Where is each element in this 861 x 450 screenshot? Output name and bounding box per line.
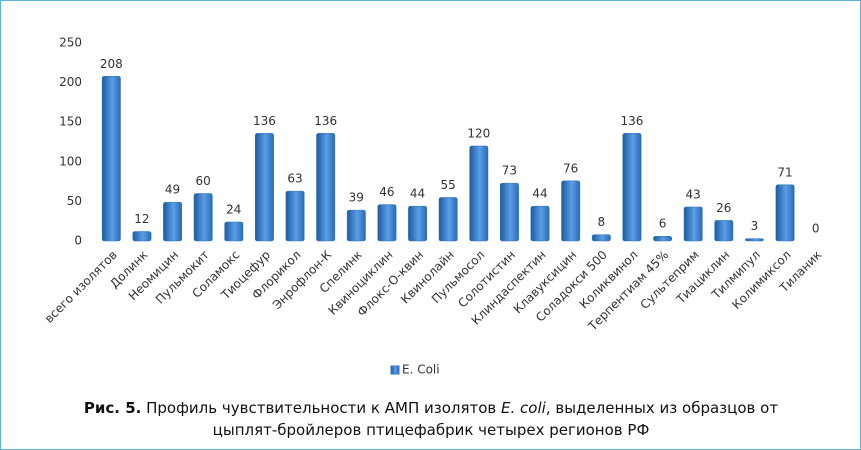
value-label: 26 [716, 201, 731, 215]
value-label: 136 [314, 114, 337, 128]
bar [683, 206, 703, 242]
x-tick-label: всего изолятов [42, 248, 120, 326]
bar [500, 182, 519, 242]
caption-italic: E. coli [501, 399, 546, 417]
value-label: 71 [777, 165, 792, 179]
value-label: 44 [532, 187, 547, 201]
value-label: 24 [226, 202, 241, 216]
value-label: 76 [563, 161, 578, 175]
bar [714, 220, 734, 242]
value-label: 43 [686, 187, 701, 201]
value-label: 46 [379, 185, 394, 199]
bar [408, 205, 427, 242]
caption-text: , выделенных из образцов от цыплят-бройл… [212, 399, 779, 439]
legend-label: E. Coli [402, 363, 440, 377]
y-tick-label: 150 [59, 115, 82, 129]
bar [622, 133, 642, 242]
value-label: 3 [751, 219, 759, 233]
bar [377, 204, 397, 242]
bar [775, 184, 795, 242]
bar [591, 234, 611, 242]
y-tick-label: 50 [67, 194, 82, 208]
bar [316, 133, 336, 242]
bar [193, 193, 213, 242]
bar [255, 133, 274, 242]
bar [561, 180, 581, 242]
value-label: 8 [597, 215, 605, 229]
bar [224, 221, 244, 242]
caption-label: Рис. 5. [83, 399, 142, 417]
value-label: 208 [100, 57, 123, 71]
value-label: 6 [659, 217, 667, 231]
bar [285, 190, 305, 242]
bar [530, 205, 550, 242]
value-label: 55 [441, 178, 456, 192]
bar [101, 76, 121, 242]
bar [745, 238, 764, 242]
value-label: 136 [620, 114, 643, 128]
bar [132, 231, 152, 242]
value-label: 136 [253, 114, 276, 128]
legend-swatch [390, 365, 400, 375]
bar [346, 209, 366, 242]
y-tick-label: 100 [59, 154, 82, 168]
bar [438, 197, 458, 242]
y-tick-label: 0 [74, 234, 82, 248]
value-label: 60 [196, 174, 211, 188]
y-tick-label: 200 [59, 75, 82, 89]
y-tick-label: 250 [59, 36, 82, 50]
value-label: 73 [502, 164, 517, 178]
bar [469, 145, 489, 242]
bar [653, 235, 672, 242]
bar [163, 201, 182, 242]
value-label: 12 [134, 212, 149, 226]
value-label: 44 [410, 187, 425, 201]
value-label: 49 [165, 183, 180, 197]
value-label: 120 [467, 126, 490, 140]
value-label: 39 [349, 191, 364, 205]
value-label: 63 [287, 172, 302, 186]
caption: Рис. 5. Профиль чувствительности к АМП и… [61, 397, 801, 441]
value-label: 0 [812, 222, 820, 236]
caption-text: Профиль чувствительности к АМП изолятов [141, 399, 502, 417]
